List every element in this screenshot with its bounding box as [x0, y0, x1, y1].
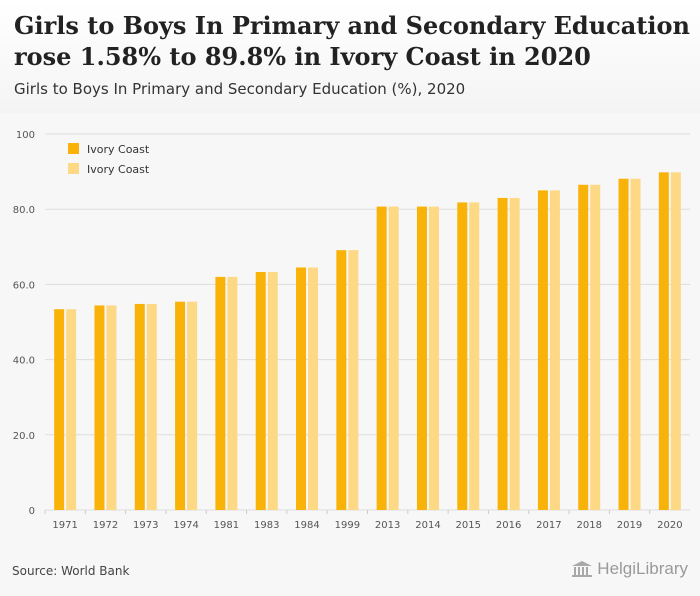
y-tick-label: 40.0: [13, 356, 35, 367]
y-tick-label: 100: [16, 130, 35, 141]
bar: [537, 190, 548, 510]
y-tick-label: 20.0: [13, 431, 35, 442]
bar: [469, 202, 480, 510]
x-tick-label: 1972: [93, 520, 118, 531]
footer: Source: World Bank HelgiLibrary: [0, 547, 700, 596]
x-tick-label: 1971: [52, 520, 77, 531]
bar: [54, 309, 65, 510]
bar: [215, 276, 226, 510]
chart-subtitle: Girls to Boys In Primary and Secondary E…: [14, 80, 466, 98]
legend-label: Ivory Coast: [87, 143, 150, 156]
bar: [336, 250, 347, 510]
bar: [94, 305, 105, 510]
bar: [376, 206, 387, 510]
bar: [227, 276, 238, 510]
bar: [296, 267, 307, 510]
bar-chart: 0 20.0 40.0 60.0 80.0 100 1971 1972 1973 1974 198…: [13, 130, 690, 531]
bar: [497, 197, 508, 511]
bar: [428, 206, 439, 510]
x-tick-label: 2014: [415, 520, 440, 531]
bar: [416, 206, 427, 510]
y-tick-label: 60.0: [13, 280, 35, 291]
bar: [134, 303, 145, 510]
x-tick-label: 1984: [294, 520, 319, 531]
legend-label: Ivory Coast: [87, 163, 150, 176]
legend-swatch: [68, 163, 79, 174]
bar: [578, 184, 589, 510]
header: Girls to Boys In Primary and Secondary E…: [0, 0, 700, 113]
bar: [388, 206, 399, 510]
bar: [66, 309, 77, 510]
bar: [630, 178, 641, 510]
bar: [308, 267, 319, 510]
bar: [670, 172, 681, 511]
bar: [187, 301, 198, 510]
x-tick-label: 2015: [456, 520, 481, 531]
x-tick-label: 2017: [536, 520, 561, 531]
x-tick-label: 2019: [617, 520, 642, 531]
legend-swatch: [68, 143, 79, 154]
bar: [590, 184, 601, 510]
logo-text: HelgiLibrary: [597, 559, 688, 578]
x-tick-label: 1983: [254, 520, 279, 531]
bar: [549, 190, 560, 510]
x-tick-label: 2013: [375, 520, 400, 531]
x-tick-label: 1973: [133, 520, 158, 531]
library-building-icon: [572, 561, 593, 577]
bar: [618, 178, 629, 510]
x-tick-label: 1974: [173, 520, 198, 531]
y-tick-label: 0: [29, 506, 35, 517]
bar: [175, 301, 186, 510]
bar: [106, 305, 117, 510]
bar: [146, 303, 157, 510]
source-note: Source: World Bank: [12, 564, 130, 578]
helgi-library-logo[interactable]: HelgiLibrary: [571, 559, 688, 579]
y-tick-label: 80.0: [13, 205, 35, 216]
x-tick-label: 2018: [576, 520, 601, 531]
x-tick-label: 2020: [657, 520, 682, 531]
x-tick-label: 1999: [335, 520, 360, 531]
bar: [658, 172, 669, 511]
bar: [348, 250, 359, 510]
page-title: Girls to Boys In Primary and Secondary E…: [14, 11, 690, 71]
bar: [457, 202, 468, 510]
x-tick-label: 1981: [214, 520, 239, 531]
bar: [255, 271, 266, 510]
bar: [267, 271, 278, 510]
x-tick-label: 2016: [496, 520, 521, 531]
bar: [509, 197, 520, 511]
